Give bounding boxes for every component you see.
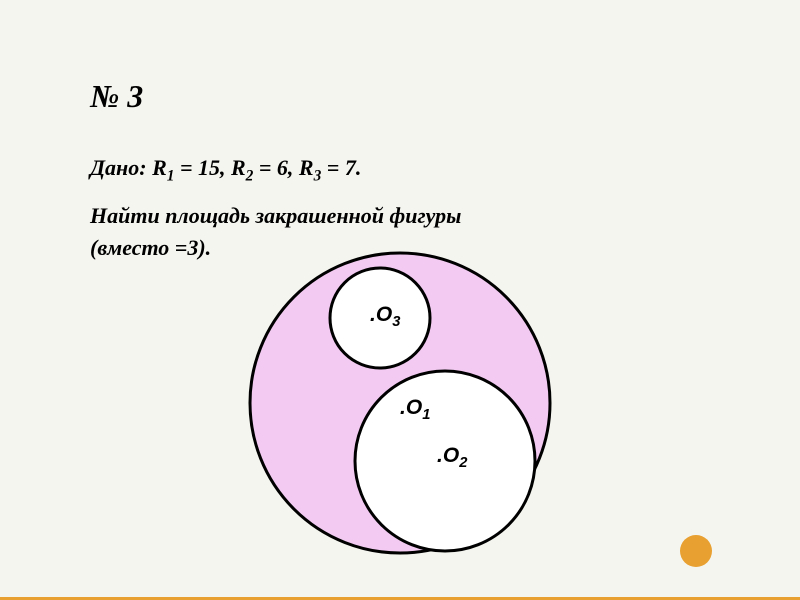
given-text: Дано: R1 = 15, R2 = 6, R3 = 7. [90,155,361,185]
problem-number: № 3 [90,78,143,115]
label-o1: .O1 [400,396,430,423]
label-o2: .O2 [437,444,467,471]
label-o3: .O3 [370,303,400,330]
decorative-dot [680,535,712,567]
